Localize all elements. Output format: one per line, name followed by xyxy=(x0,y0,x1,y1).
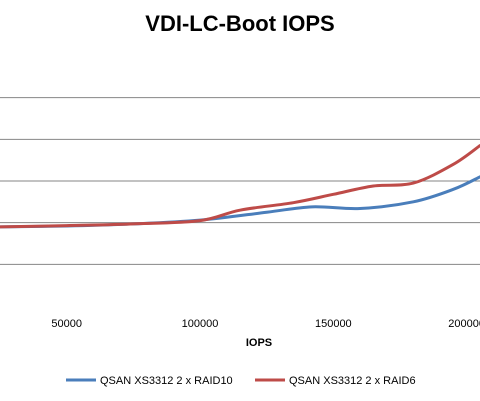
x-tick-label-3: 150000 xyxy=(315,318,352,330)
chart-title: VDI-LC-Boot IOPS xyxy=(145,11,334,36)
legend-label-2: QSAN XS3312 2 x RAID6 xyxy=(289,375,416,387)
gridlines xyxy=(0,97,480,265)
legend-label-1: QSAN XS3312 2 x RAID10 xyxy=(100,375,233,387)
x-tick-label-2: 100000 xyxy=(182,318,219,330)
x-tick-labels: 50000 100000 150000 200000 xyxy=(51,318,480,330)
legend: QSAN XS3312 2 x RAID10 QSAN XS3312 2 x RA… xyxy=(66,375,416,387)
series-line-2 xyxy=(0,144,480,229)
x-tick-label-4: 200000 xyxy=(448,318,480,330)
x-tick-label-1: 50000 xyxy=(51,318,82,330)
series-lines xyxy=(0,144,480,229)
x-axis-label: IOPS xyxy=(246,337,272,349)
